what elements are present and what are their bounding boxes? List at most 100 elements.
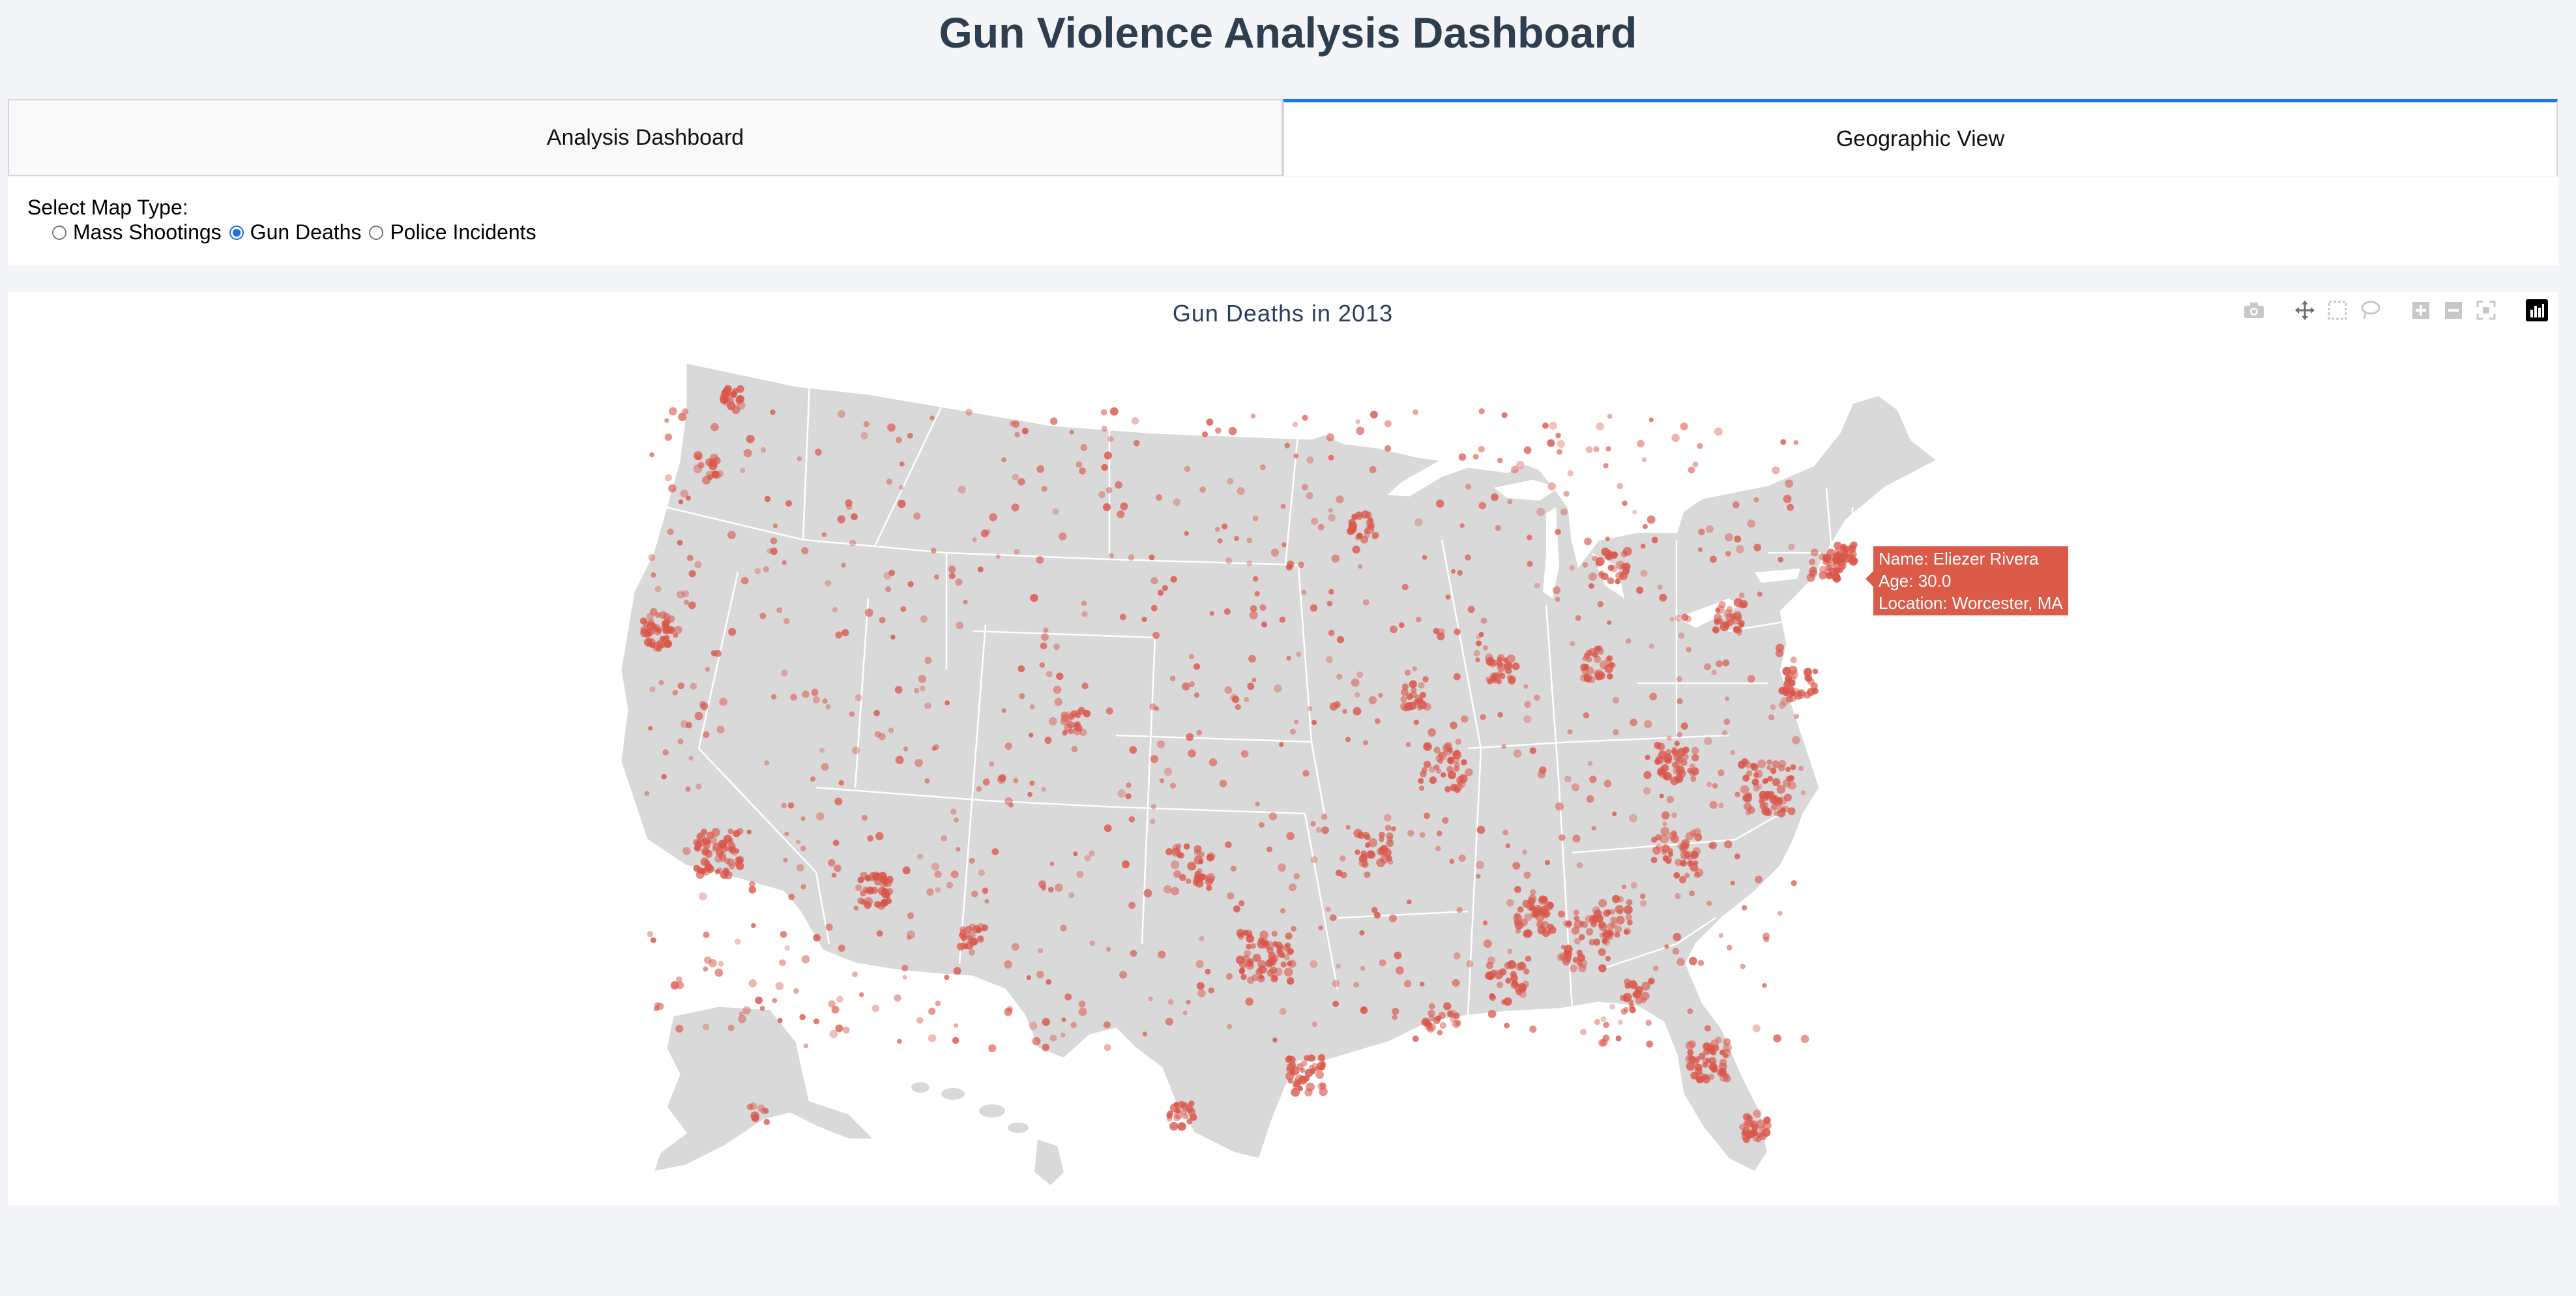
incident-marker[interactable]	[770, 548, 778, 555]
incident-marker[interactable]	[1734, 535, 1742, 543]
incident-marker[interactable]	[1523, 684, 1529, 689]
incident-marker[interactable]	[1008, 803, 1014, 808]
incident-marker[interactable]	[1354, 849, 1360, 855]
incident-marker[interactable]	[1486, 962, 1494, 969]
incident-marker[interactable]	[1259, 604, 1266, 611]
incident-marker[interactable]	[727, 1024, 735, 1031]
incident-marker[interactable]	[1571, 926, 1580, 935]
incident-marker[interactable]	[1271, 930, 1278, 937]
incident-marker[interactable]	[1283, 944, 1290, 952]
incident-marker[interactable]	[1681, 839, 1690, 848]
incident-marker[interactable]	[913, 512, 921, 520]
incident-marker[interactable]	[829, 1029, 838, 1038]
incident-marker[interactable]	[897, 1038, 902, 1044]
incident-marker[interactable]	[1141, 617, 1147, 623]
incident-marker[interactable]	[702, 849, 709, 855]
incident-marker[interactable]	[664, 434, 673, 441]
incident-marker[interactable]	[1577, 953, 1585, 962]
incident-marker[interactable]	[760, 447, 767, 453]
incident-marker[interactable]	[1173, 1101, 1180, 1108]
incident-marker[interactable]	[1506, 654, 1515, 663]
incident-marker[interactable]	[1691, 746, 1699, 755]
incident-marker[interactable]	[1715, 1037, 1722, 1044]
incident-marker[interactable]	[1420, 692, 1427, 699]
incident-marker[interactable]	[1142, 1031, 1148, 1037]
incident-marker[interactable]	[1496, 981, 1504, 988]
incident-marker[interactable]	[1014, 432, 1020, 437]
incident-marker[interactable]	[1544, 860, 1551, 866]
plotly-logo-icon[interactable]	[2524, 297, 2550, 323]
incident-marker[interactable]	[1485, 676, 1491, 683]
incident-marker[interactable]	[978, 869, 985, 876]
incident-marker[interactable]	[1298, 561, 1305, 568]
incident-marker[interactable]	[1605, 446, 1611, 452]
incident-marker[interactable]	[1186, 999, 1191, 1005]
incident-marker[interactable]	[1745, 810, 1751, 816]
incident-marker[interactable]	[855, 884, 862, 891]
incident-marker[interactable]	[763, 1108, 769, 1114]
incident-marker[interactable]	[1196, 876, 1202, 881]
incident-marker[interactable]	[944, 975, 950, 980]
incident-marker[interactable]	[1001, 457, 1006, 463]
incident-marker[interactable]	[1591, 825, 1596, 831]
incident-marker[interactable]	[1640, 569, 1648, 577]
incident-marker[interactable]	[1671, 761, 1678, 768]
incident-marker[interactable]	[819, 747, 825, 753]
incident-marker[interactable]	[1613, 729, 1619, 735]
incident-marker[interactable]	[724, 846, 729, 851]
incident-marker[interactable]	[694, 711, 703, 720]
incident-marker[interactable]	[1261, 621, 1268, 628]
incident-marker[interactable]	[988, 1044, 997, 1053]
incident-marker[interactable]	[968, 949, 975, 956]
incident-marker[interactable]	[1580, 1029, 1587, 1036]
incident-marker[interactable]	[1384, 824, 1392, 831]
incident-marker[interactable]	[1384, 814, 1392, 822]
incident-marker[interactable]	[1611, 894, 1620, 904]
incident-marker[interactable]	[1665, 749, 1672, 756]
incident-marker[interactable]	[686, 495, 691, 501]
incident-marker[interactable]	[1780, 439, 1787, 445]
incident-marker[interactable]	[1598, 922, 1607, 932]
incident-marker[interactable]	[1534, 694, 1540, 701]
incident-marker[interactable]	[924, 656, 932, 664]
incident-marker[interactable]	[1789, 690, 1796, 697]
incident-marker[interactable]	[1746, 1115, 1753, 1122]
incident-marker[interactable]	[1671, 830, 1677, 836]
incident-marker[interactable]	[924, 778, 930, 784]
incident-marker[interactable]	[1276, 949, 1281, 954]
incident-marker[interactable]	[651, 937, 656, 943]
incident-marker[interactable]	[1704, 663, 1711, 671]
incident-marker[interactable]	[902, 866, 911, 875]
incident-marker[interactable]	[1418, 786, 1425, 791]
incident-marker[interactable]	[1618, 1020, 1623, 1025]
incident-marker[interactable]	[1174, 1110, 1183, 1119]
incident-marker[interactable]	[1424, 760, 1431, 768]
incident-marker[interactable]	[1645, 754, 1650, 760]
incident-marker[interactable]	[1194, 870, 1201, 877]
incident-marker[interactable]	[1746, 792, 1753, 799]
incident-marker[interactable]	[1291, 1087, 1300, 1097]
incident-marker[interactable]	[727, 531, 736, 540]
incident-marker[interactable]	[907, 581, 914, 587]
incident-marker[interactable]	[1730, 880, 1735, 886]
incident-marker[interactable]	[1296, 651, 1302, 657]
incident-marker[interactable]	[1081, 600, 1087, 606]
incident-marker[interactable]	[1066, 711, 1071, 716]
incident-marker[interactable]	[1427, 1009, 1435, 1018]
incident-marker[interactable]	[1166, 1115, 1173, 1122]
incident-marker[interactable]	[1328, 454, 1334, 461]
incident-marker[interactable]	[1311, 518, 1319, 525]
incident-marker[interactable]	[748, 886, 757, 894]
incident-marker[interactable]	[1413, 719, 1419, 726]
incident-marker[interactable]	[1362, 740, 1369, 746]
incident-marker[interactable]	[1759, 798, 1764, 804]
incident-marker[interactable]	[1270, 975, 1278, 983]
incident-marker[interactable]	[1676, 958, 1685, 966]
incident-marker[interactable]	[1351, 678, 1360, 687]
incident-marker[interactable]	[1747, 675, 1755, 683]
incident-marker[interactable]	[1252, 954, 1261, 963]
incident-marker[interactable]	[1433, 628, 1440, 634]
incident-marker[interactable]	[1255, 968, 1263, 976]
incident-marker[interactable]	[1117, 510, 1125, 518]
incident-marker[interactable]	[1496, 670, 1503, 677]
